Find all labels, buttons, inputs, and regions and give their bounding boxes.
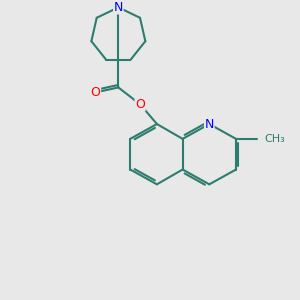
Text: O: O bbox=[91, 86, 100, 99]
Text: N: N bbox=[114, 1, 123, 14]
Text: O: O bbox=[135, 98, 145, 111]
Text: CH₃: CH₃ bbox=[265, 134, 285, 144]
Text: N: N bbox=[205, 118, 214, 130]
